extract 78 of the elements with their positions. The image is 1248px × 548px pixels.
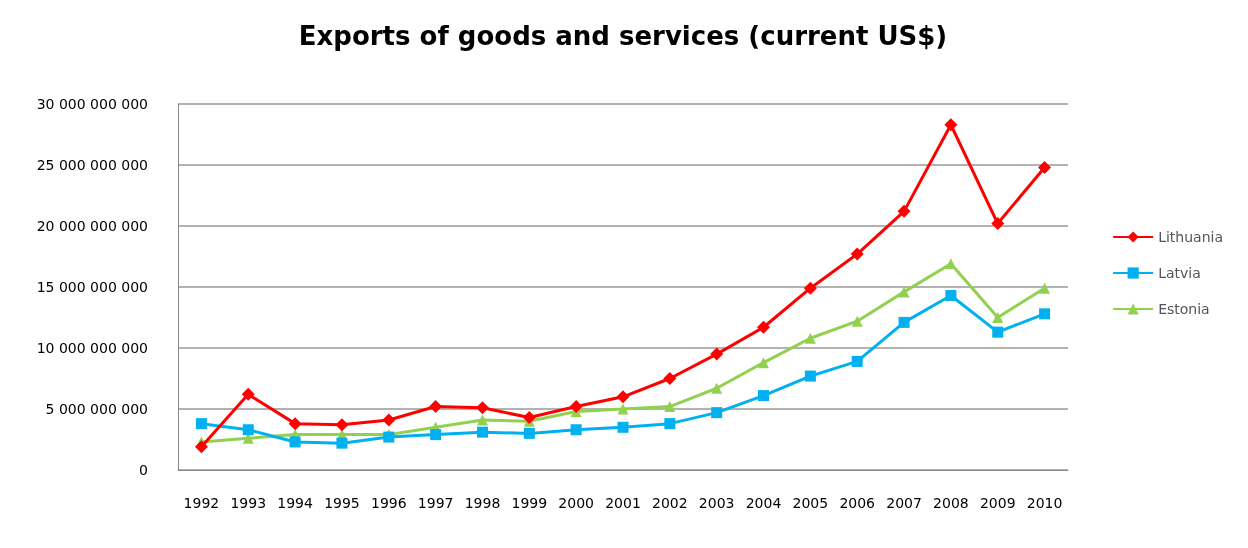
point bbox=[1039, 282, 1051, 294]
point bbox=[195, 418, 207, 430]
x-tick-label: 2001 bbox=[605, 495, 641, 511]
y-tick-label: 30 000 000 000 bbox=[36, 96, 148, 112]
y-tick-label: 15 000 000 000 bbox=[36, 279, 148, 295]
point bbox=[617, 403, 629, 415]
point bbox=[711, 382, 723, 394]
y-tick-label: 25 000 000 000 bbox=[36, 157, 148, 173]
y-tick-label: 20 000 000 000 bbox=[36, 218, 148, 234]
point bbox=[430, 429, 442, 441]
point bbox=[944, 118, 958, 132]
point bbox=[522, 411, 536, 425]
x-tick-label: 1994 bbox=[277, 495, 314, 511]
point bbox=[664, 401, 676, 413]
point bbox=[242, 424, 254, 436]
point bbox=[570, 424, 582, 436]
point bbox=[945, 290, 957, 302]
legend-label: Lithuania bbox=[1158, 229, 1224, 245]
point bbox=[194, 440, 208, 454]
x-tick-label: 2007 bbox=[886, 495, 922, 511]
point bbox=[711, 407, 723, 419]
x-tick-label: 2002 bbox=[652, 495, 688, 511]
point bbox=[289, 436, 301, 448]
point bbox=[241, 387, 255, 401]
point bbox=[335, 418, 349, 432]
point bbox=[898, 316, 910, 328]
point bbox=[992, 326, 1004, 338]
point bbox=[804, 370, 816, 382]
y-tick-label: 0 bbox=[139, 462, 148, 478]
x-tick-label: 2008 bbox=[933, 495, 969, 511]
x-tick-label: 2009 bbox=[979, 495, 1016, 511]
x-tick-label: 2006 bbox=[839, 495, 876, 511]
point bbox=[897, 204, 911, 218]
x-tick-label: 2010 bbox=[1026, 495, 1063, 511]
x-tick-label: 1998 bbox=[464, 495, 501, 511]
point bbox=[663, 372, 677, 385]
y-tick-label: 5 000 000 000 bbox=[45, 401, 148, 417]
point bbox=[616, 390, 630, 404]
point bbox=[288, 417, 302, 431]
point bbox=[758, 357, 770, 369]
point bbox=[710, 347, 724, 361]
point bbox=[476, 426, 488, 438]
point bbox=[991, 217, 1005, 231]
point bbox=[569, 400, 583, 414]
point bbox=[945, 258, 957, 270]
point bbox=[757, 320, 771, 334]
x-tick-label: 1999 bbox=[511, 495, 548, 511]
x-tick-label: 1996 bbox=[370, 495, 407, 511]
point bbox=[803, 281, 817, 295]
point bbox=[523, 427, 535, 439]
point bbox=[617, 421, 629, 433]
point bbox=[476, 414, 488, 426]
point bbox=[850, 247, 864, 261]
point bbox=[804, 332, 816, 344]
x-tick-label: 1993 bbox=[230, 495, 267, 511]
point bbox=[851, 315, 863, 327]
point bbox=[898, 286, 910, 298]
point bbox=[851, 355, 863, 367]
legend-label: Latvia bbox=[1158, 265, 1201, 281]
x-tick-label: 2003 bbox=[698, 495, 735, 511]
point bbox=[758, 390, 770, 402]
x-tick-label: 1992 bbox=[183, 495, 220, 511]
point bbox=[992, 312, 1004, 323]
point bbox=[382, 413, 396, 427]
x-tick-label: 2000 bbox=[558, 495, 594, 511]
point bbox=[1038, 160, 1052, 174]
chart-title: Exports of goods and services (current US$) bbox=[298, 21, 948, 51]
x-tick-label: 1997 bbox=[417, 495, 454, 511]
x-tick-label: 1995 bbox=[324, 495, 360, 511]
legend-label: Estonia bbox=[1158, 301, 1210, 317]
y-tick-label: 10 000 000 000 bbox=[36, 340, 148, 356]
point bbox=[429, 400, 443, 414]
point bbox=[664, 418, 676, 430]
x-tick-label: 2004 bbox=[745, 495, 782, 511]
point bbox=[1039, 308, 1051, 320]
point bbox=[336, 437, 348, 449]
point bbox=[475, 401, 489, 415]
x-tick-label: 2005 bbox=[792, 495, 829, 511]
